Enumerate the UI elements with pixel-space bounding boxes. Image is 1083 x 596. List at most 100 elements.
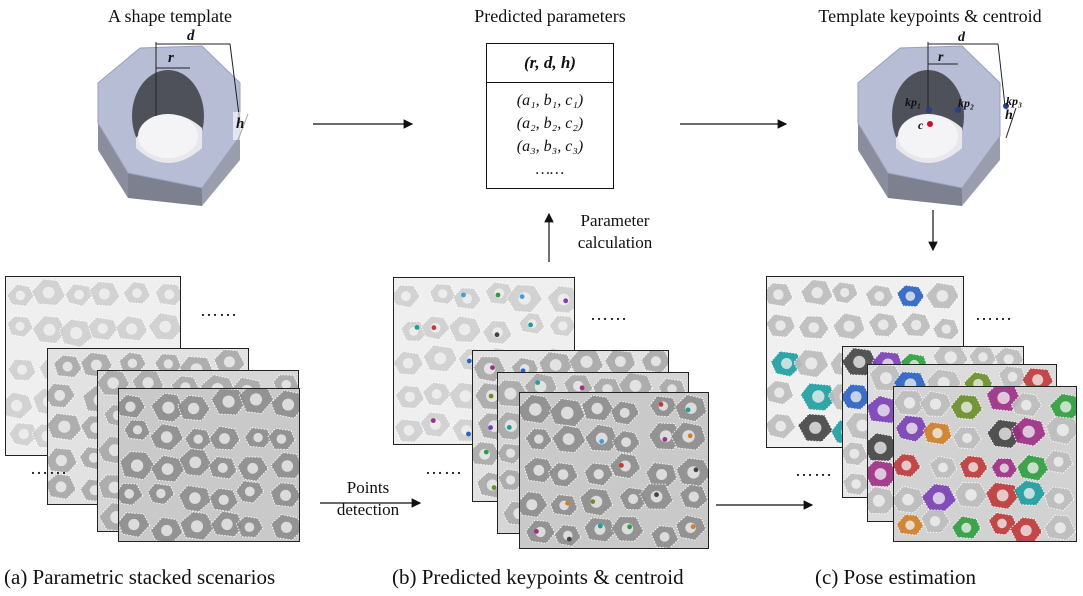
parameter-row: (a₂, b₂, c₂) bbox=[516, 115, 584, 132]
nut-hole bbox=[18, 428, 29, 440]
nut-hole bbox=[602, 384, 613, 395]
keypoint-dot bbox=[627, 524, 632, 530]
nut-hole bbox=[874, 291, 885, 302]
nut-hole bbox=[906, 422, 918, 434]
kp-dim-h-label: h bbox=[1005, 108, 1013, 123]
nut-hole bbox=[438, 289, 448, 299]
nut-hole bbox=[557, 293, 570, 306]
nut-hole bbox=[403, 425, 415, 436]
dim-r-label: r bbox=[168, 50, 174, 66]
nut-hole bbox=[1022, 425, 1035, 438]
nut-hole bbox=[434, 352, 447, 365]
nut-hole bbox=[905, 291, 916, 301]
nut-hole bbox=[905, 520, 915, 530]
nut-hole bbox=[901, 460, 912, 471]
nut-hole bbox=[929, 398, 942, 410]
nut-hole bbox=[1056, 423, 1069, 437]
nut-hole bbox=[160, 431, 173, 443]
kp-dim-r-label: r bbox=[938, 50, 944, 65]
centroid-label: c bbox=[918, 118, 924, 132]
nut-hole bbox=[74, 289, 84, 300]
nut-hole bbox=[850, 391, 862, 403]
nut-hole bbox=[809, 421, 822, 434]
nut-hole bbox=[615, 356, 626, 367]
ellipsis-b-top: …… bbox=[590, 304, 628, 324]
nut-hole bbox=[276, 434, 287, 444]
nut-hole bbox=[281, 460, 294, 472]
nut-hole bbox=[549, 359, 562, 371]
scene-c-points-4 bbox=[894, 387, 1076, 541]
nut-hole bbox=[128, 518, 140, 531]
ellipsis-a-bottom: …… bbox=[30, 458, 68, 478]
nut-hole bbox=[55, 481, 67, 493]
keypoint-dot bbox=[488, 393, 494, 399]
keypoint-dot bbox=[662, 437, 668, 442]
nut-hole bbox=[281, 379, 291, 390]
nut-hole bbox=[978, 352, 988, 362]
nut-keypoints-figure bbox=[857, 42, 1017, 206]
nut-hole bbox=[629, 379, 642, 392]
keypoint-dot bbox=[599, 439, 605, 444]
keypoint-dot bbox=[563, 298, 569, 304]
kp-dim-d-label: d bbox=[958, 30, 965, 45]
param-calc-line1: Parameter bbox=[580, 211, 650, 230]
nut-hole bbox=[1020, 524, 1032, 537]
nut-hole bbox=[222, 395, 235, 408]
nut-hole bbox=[1053, 493, 1065, 504]
nut-hole bbox=[591, 402, 603, 415]
scene-b-panel-4 bbox=[519, 392, 709, 549]
nut-hole bbox=[108, 444, 121, 457]
keypoint-dot bbox=[687, 433, 693, 439]
ellipsis-b-bottom: …… bbox=[425, 458, 463, 478]
nut-hole bbox=[650, 356, 661, 367]
nut-hole bbox=[557, 469, 569, 480]
keypoint-dot bbox=[535, 380, 541, 385]
parameter-table-header: (r, d, h) bbox=[487, 44, 613, 83]
keypoint-dot bbox=[528, 322, 533, 328]
nut-hole bbox=[504, 387, 517, 400]
points-detection-label: Points detection bbox=[318, 477, 418, 521]
nut-hole bbox=[161, 524, 173, 537]
nut-hole bbox=[961, 522, 972, 533]
scene-b-points-4 bbox=[520, 393, 708, 548]
nut-hole bbox=[17, 364, 28, 375]
nut-hole bbox=[997, 391, 1010, 405]
nut-hole bbox=[280, 489, 292, 501]
nut-hole bbox=[190, 520, 204, 533]
nut-hole bbox=[667, 384, 677, 394]
nut-hole bbox=[851, 479, 861, 489]
nut-hole bbox=[1021, 399, 1032, 411]
nut-hole bbox=[42, 286, 55, 299]
nut-hole bbox=[70, 327, 83, 340]
param-calc-line2: calculation bbox=[577, 233, 653, 252]
keypoint-dot bbox=[483, 449, 489, 455]
nut-hole bbox=[247, 462, 259, 474]
nut-hole bbox=[189, 456, 202, 469]
nut-hole bbox=[221, 518, 233, 530]
nut-hole bbox=[223, 356, 235, 368]
keypoint-dot bbox=[461, 292, 466, 298]
keypoint-dot bbox=[566, 536, 572, 542]
keypoint-dot bbox=[495, 292, 501, 298]
nut-hole bbox=[619, 460, 631, 472]
nut-hole bbox=[595, 432, 608, 445]
nut-hole bbox=[249, 393, 263, 406]
nut-hole bbox=[404, 391, 415, 402]
nut-hole bbox=[962, 433, 973, 444]
keypoint-dot bbox=[488, 425, 493, 430]
ellipsis-c-top: …… bbox=[975, 304, 1013, 324]
nut-hole bbox=[874, 441, 887, 454]
nut-hole bbox=[127, 358, 138, 368]
nut-hole bbox=[808, 322, 820, 333]
keypoint-dot bbox=[414, 325, 420, 330]
nut-hole bbox=[968, 462, 979, 473]
nut-hole bbox=[132, 288, 142, 298]
kp2-label: kp₂ bbox=[958, 96, 975, 110]
nut-hole bbox=[929, 516, 941, 527]
nut-hole bbox=[687, 466, 700, 479]
params-title: Predicted parameters bbox=[474, 6, 626, 26]
nut-hole bbox=[518, 292, 531, 305]
nut-hole bbox=[911, 319, 922, 331]
nut-hole bbox=[965, 489, 977, 501]
nut-hole bbox=[280, 521, 293, 533]
